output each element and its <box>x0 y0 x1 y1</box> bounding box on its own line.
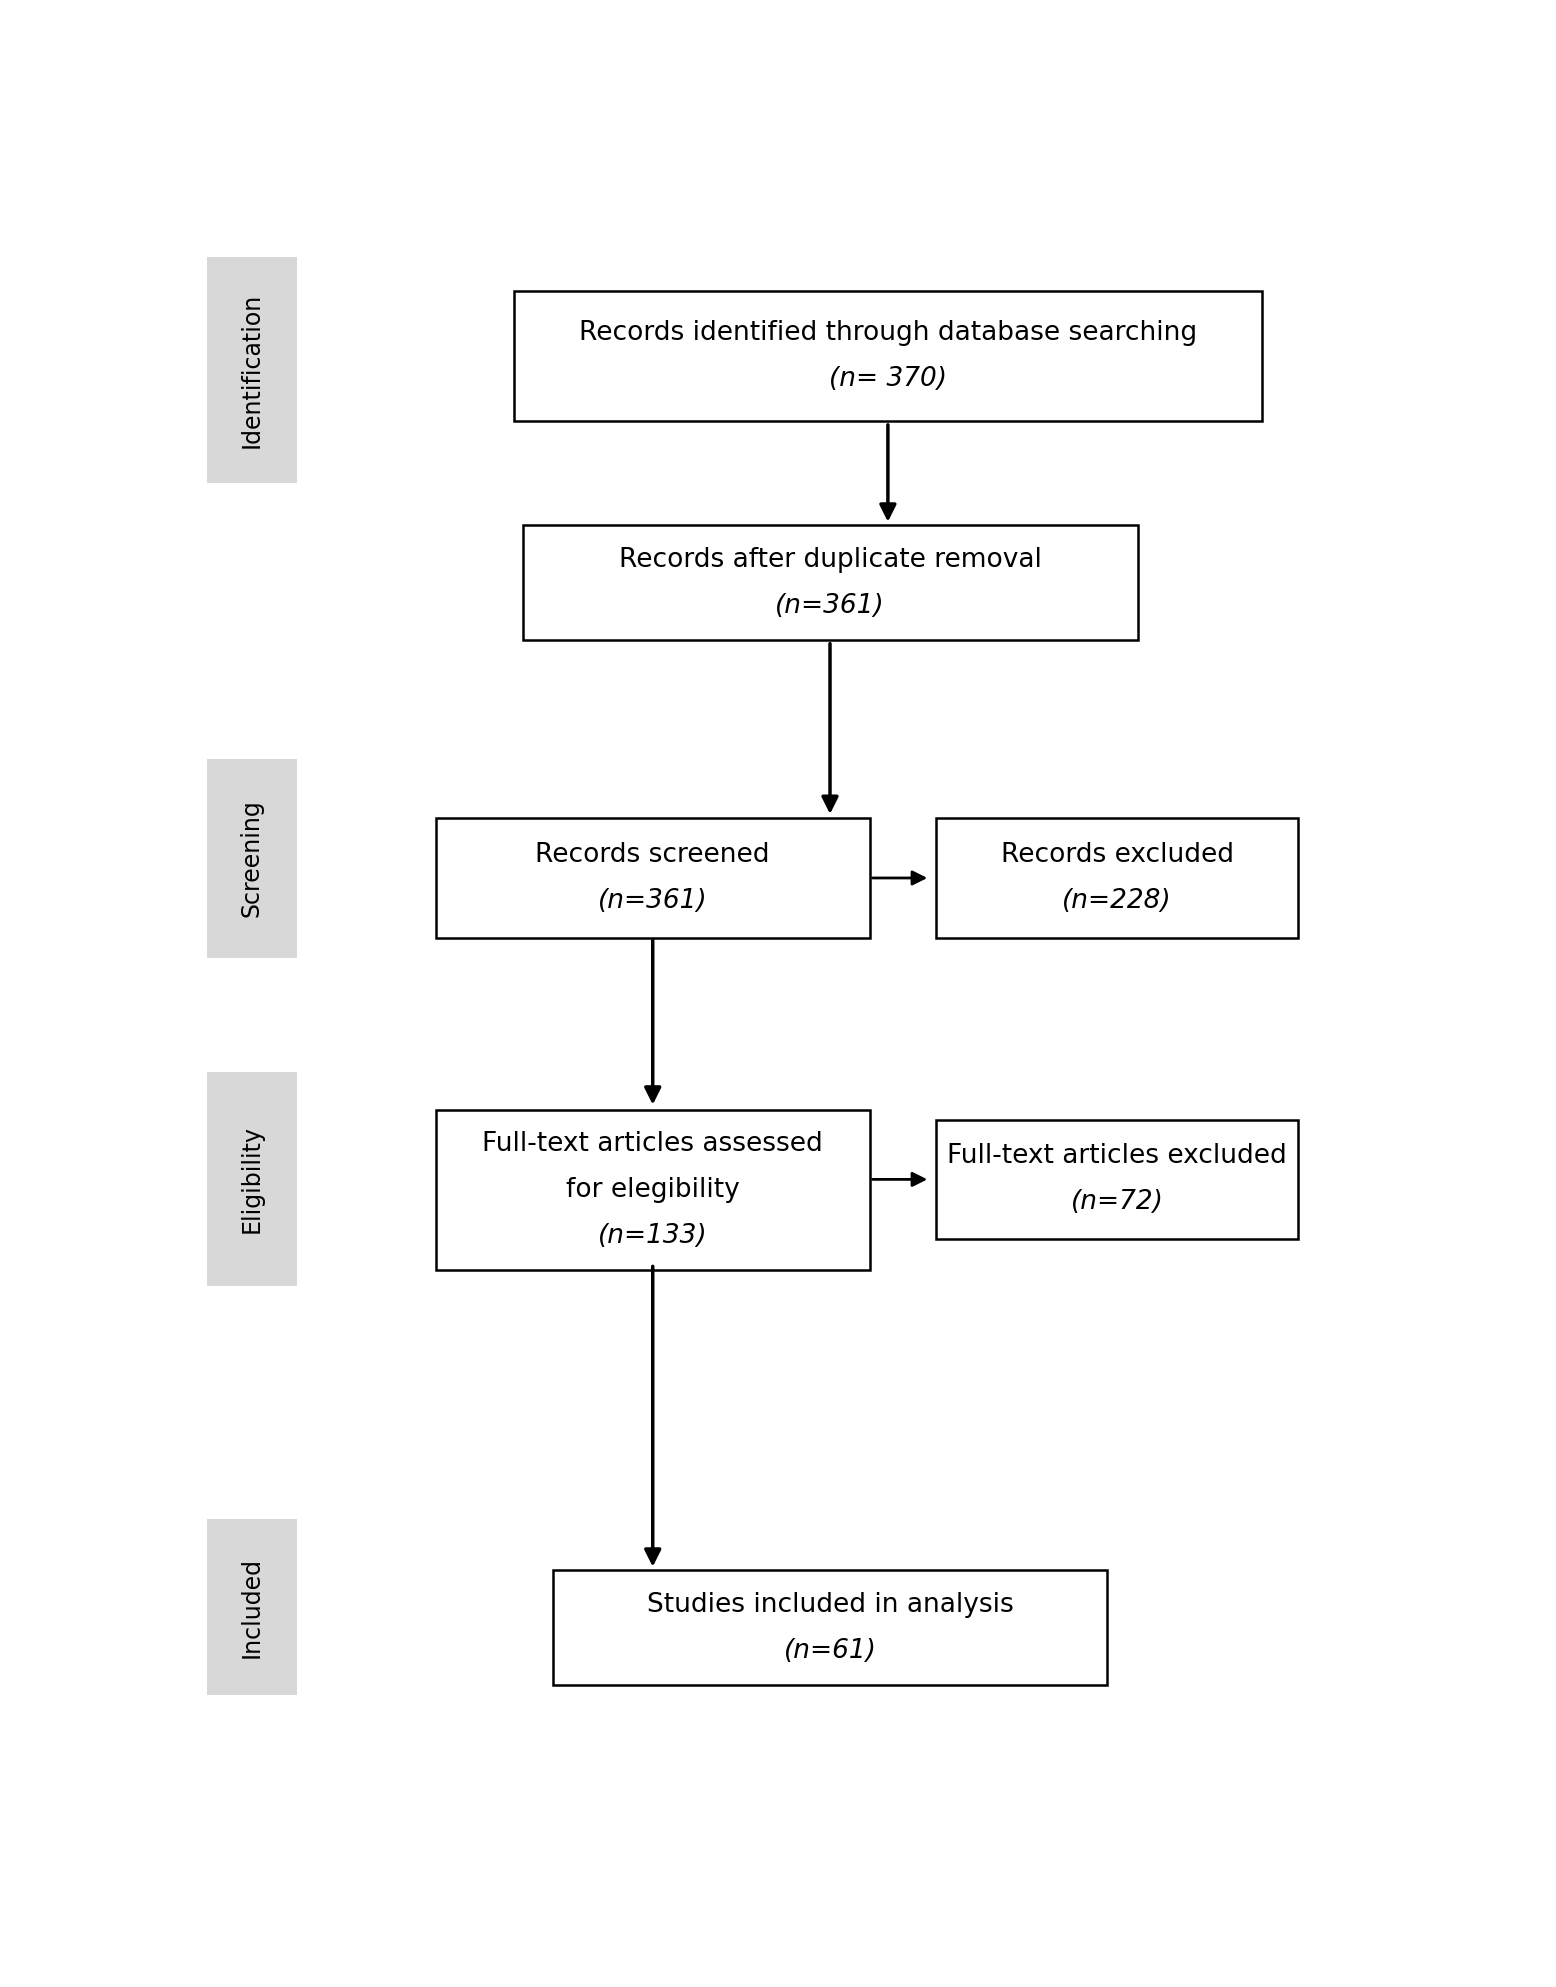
Text: (n=361): (n=361) <box>598 888 708 914</box>
Text: (n=61): (n=61) <box>784 1637 876 1663</box>
Text: Full-text articles assessed: Full-text articles assessed <box>482 1131 823 1156</box>
FancyBboxPatch shape <box>207 1518 297 1695</box>
Text: (n= 370): (n= 370) <box>829 366 948 391</box>
FancyBboxPatch shape <box>937 1121 1298 1240</box>
Text: Records after duplicate removal: Records after duplicate removal <box>619 546 1041 572</box>
FancyBboxPatch shape <box>207 256 297 483</box>
Text: (n=361): (n=361) <box>775 592 885 618</box>
FancyBboxPatch shape <box>552 1570 1108 1685</box>
Text: Full-text articles excluded: Full-text articles excluded <box>948 1143 1287 1170</box>
FancyBboxPatch shape <box>207 759 297 958</box>
FancyBboxPatch shape <box>523 525 1137 640</box>
Text: (n=133): (n=133) <box>598 1222 708 1250</box>
Text: (n=72): (n=72) <box>1071 1190 1164 1216</box>
Text: Studies included in analysis: Studies included in analysis <box>647 1592 1013 1617</box>
Text: Screening: Screening <box>240 799 265 916</box>
FancyBboxPatch shape <box>513 292 1262 421</box>
Text: Included: Included <box>240 1556 265 1657</box>
Text: Eligibility: Eligibility <box>240 1125 265 1234</box>
Text: Records identified through database searching: Records identified through database sear… <box>579 320 1197 346</box>
Text: Records screened: Records screened <box>535 842 770 868</box>
FancyBboxPatch shape <box>436 819 870 938</box>
FancyBboxPatch shape <box>436 1111 870 1270</box>
Text: Identification: Identification <box>240 292 265 447</box>
FancyBboxPatch shape <box>937 819 1298 938</box>
Text: Records excluded: Records excluded <box>1001 842 1234 868</box>
FancyBboxPatch shape <box>207 1073 297 1286</box>
Text: (n=228): (n=228) <box>1063 888 1172 914</box>
Text: for elegibility: for elegibility <box>566 1176 739 1202</box>
